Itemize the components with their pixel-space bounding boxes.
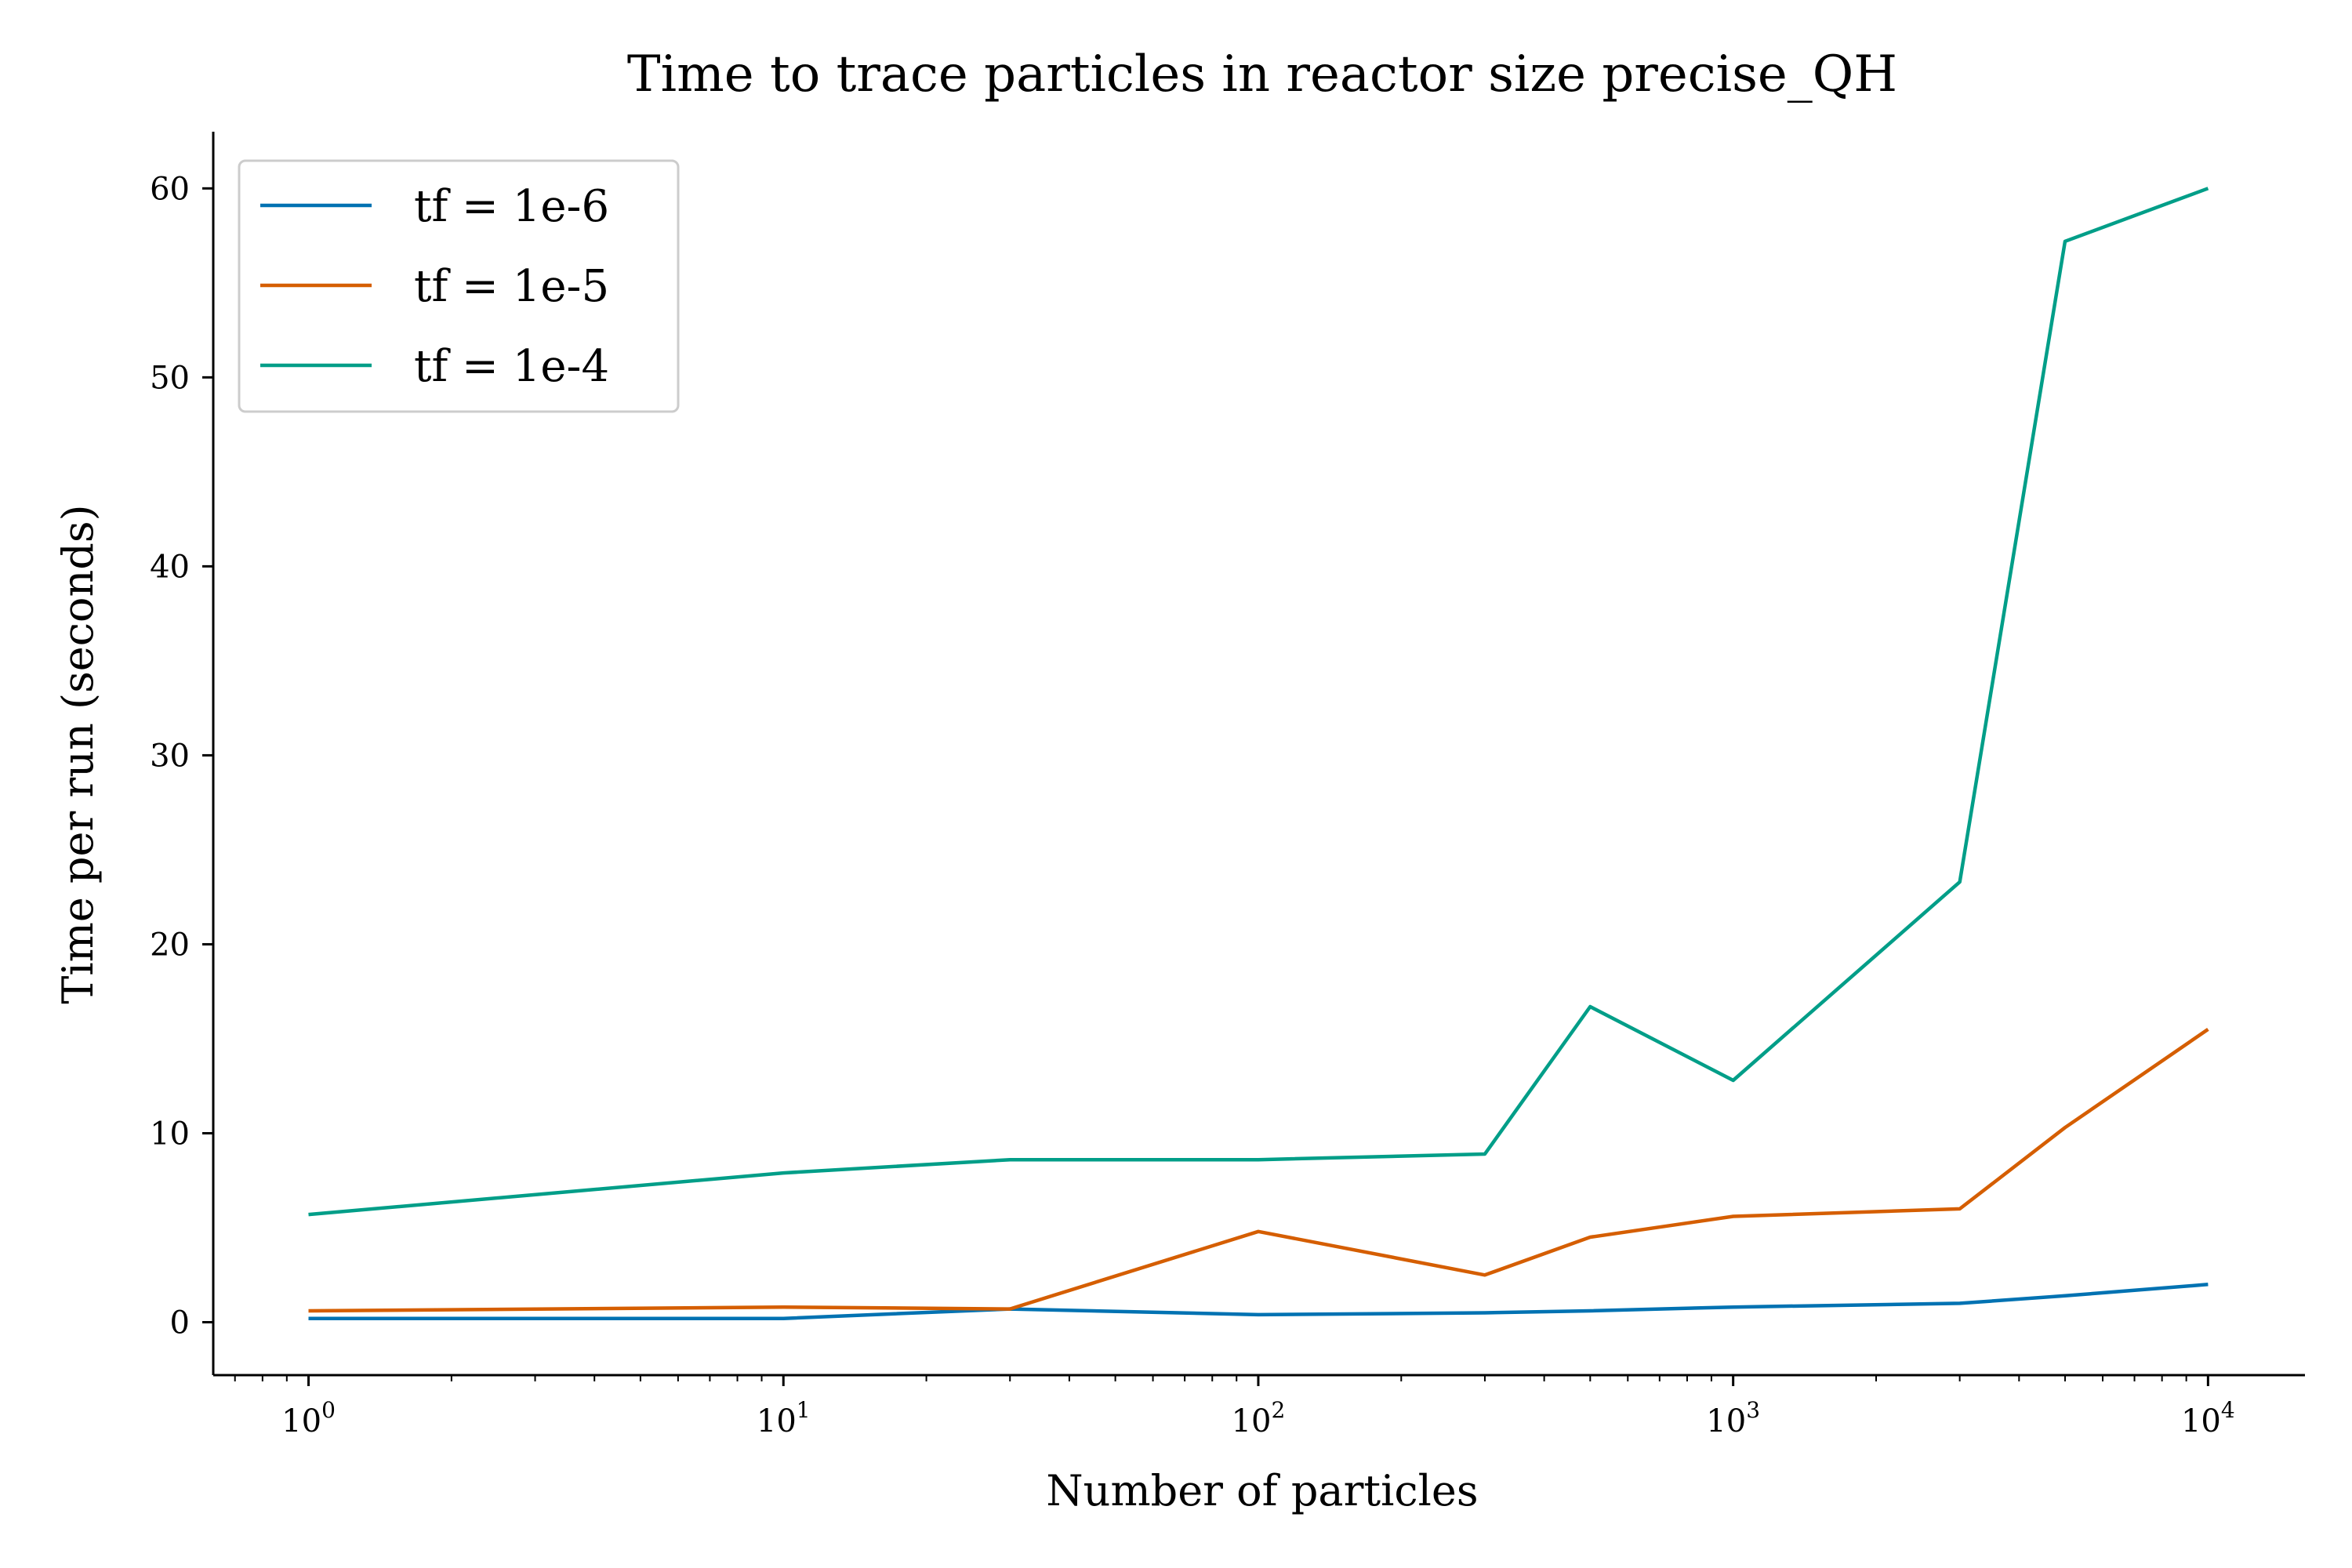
legend-label-3: tf = 1e-4 — [414, 341, 609, 392]
series-line-1 — [308, 1283, 2209, 1320]
y-tick-label: 0 — [170, 1305, 190, 1341]
y-axis-label: Time per run (seconds) — [53, 504, 103, 1004]
x-tick-label: 101 — [757, 1397, 811, 1439]
legend-box — [238, 159, 680, 413]
y-tick-label: 20 — [150, 927, 190, 963]
x-axis-label: Number of particles — [1046, 1466, 1478, 1515]
series-line-2 — [308, 1028, 2209, 1313]
axes: 0 10 20 30 40 50 60 100 101 102 103 104 — [150, 132, 2305, 1439]
y-tick-label: 10 — [150, 1116, 190, 1152]
y-tick-label: 60 — [150, 171, 190, 207]
x-tick-label: 102 — [1232, 1397, 1286, 1439]
legend-label-2: tf = 1e-5 — [414, 261, 609, 312]
series-lines — [308, 187, 2209, 1320]
x-tick-label: 103 — [1706, 1397, 1760, 1439]
x-tick-label: 104 — [2181, 1397, 2235, 1439]
x-tick-label: 100 — [281, 1397, 336, 1439]
chart-title: Time to trace particles in reactor size … — [627, 45, 1897, 103]
legend: tf = 1e-6 tf = 1e-5 tf = 1e-4 — [238, 159, 680, 413]
y-tick-label: 40 — [150, 549, 190, 585]
legend-label-1: tf = 1e-6 — [414, 181, 609, 232]
y-tick-label: 30 — [150, 738, 190, 774]
series-line-3 — [308, 187, 2209, 1217]
y-tick-label: 50 — [150, 360, 190, 396]
